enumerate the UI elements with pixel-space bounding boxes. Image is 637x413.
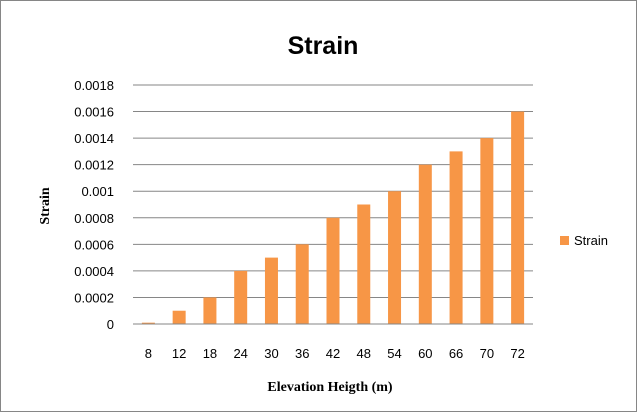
y-tick-label: 0.0002 [74,290,114,305]
y-tick-label: 0.0008 [74,211,114,226]
y-axis-ticks: 0 0.0002 0.0004 0.0006 0.0008 0.001 0.0012 0.00… [74,78,114,332]
legend-label: Strain [574,233,608,248]
bar [418,164,432,324]
gridlines [133,84,533,298]
bar [480,138,494,324]
bar [141,322,155,324]
y-tick-label: 0.001 [81,184,114,199]
bar [295,244,309,324]
legend-swatch [560,236,569,245]
x-axis-title: Elevation Heigth (m) [267,380,393,395]
legend: Strain [560,233,608,248]
chart-title: Strain [288,32,359,60]
x-tick-label: 24 [233,346,247,361]
bars [141,111,525,324]
x-tick-label: 18 [203,346,217,361]
x-tick-label: 60 [418,346,432,361]
x-axis-ticks: 8 12 18 24 30 36 42 48 54 60 66 70 72 [145,346,525,361]
bar [388,191,402,324]
y-tick-label: 0 [107,317,114,332]
bar [234,270,248,324]
bar [449,151,463,324]
y-tick-label: 0.0014 [74,131,114,146]
y-tick-label: 0.0016 [74,105,114,120]
x-tick-label: 12 [172,346,186,361]
x-tick-label: 36 [295,346,309,361]
x-tick-label: 30 [264,346,278,361]
bar [203,297,217,324]
x-tick-label: 72 [510,346,524,361]
bar [357,204,371,324]
bar [264,257,278,324]
bar [326,217,340,324]
y-tick-label: 0.0006 [74,237,114,252]
y-tick-label: 0.0012 [74,158,114,173]
x-tick-label: 8 [145,346,152,361]
bar [511,111,525,324]
x-tick-label: 70 [480,346,494,361]
bar [172,310,186,324]
y-tick-label: 0.0004 [74,264,114,279]
y-tick-label: 0.0018 [74,78,114,93]
y-axis-title: Strain [38,187,53,225]
x-tick-label: 66 [449,346,463,361]
x-tick-label: 48 [357,346,371,361]
x-tick-label: 54 [387,346,401,361]
x-tick-label: 42 [326,346,340,361]
